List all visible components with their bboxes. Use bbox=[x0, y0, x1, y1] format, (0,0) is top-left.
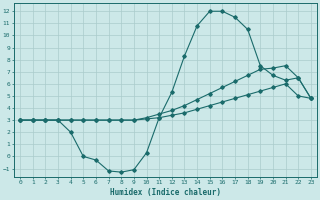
X-axis label: Humidex (Indice chaleur): Humidex (Indice chaleur) bbox=[110, 188, 221, 197]
